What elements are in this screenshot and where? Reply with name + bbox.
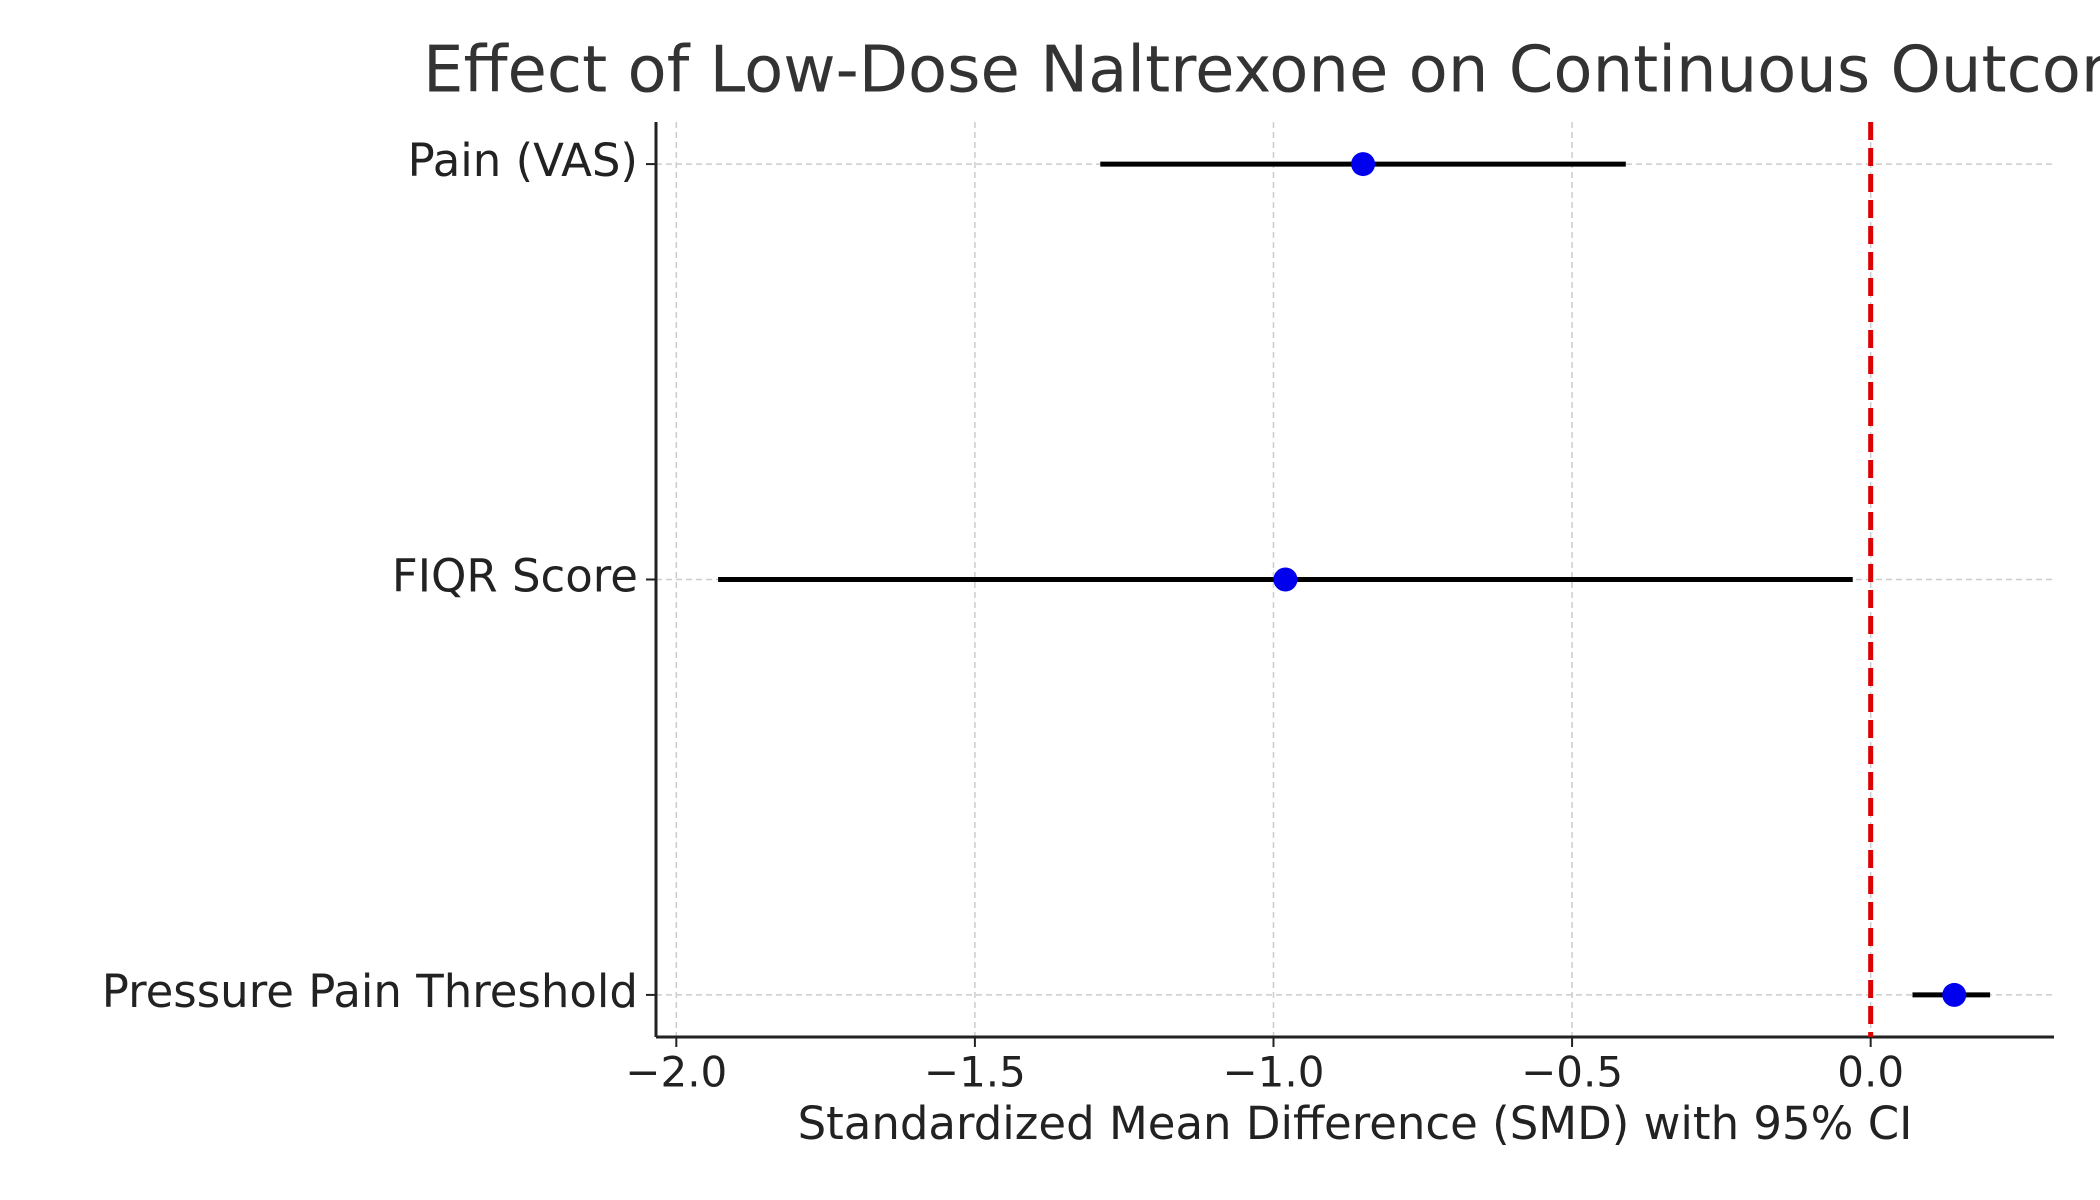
chart-title: Effect of Low-Dose Naltrexone on Continu… (423, 34, 2100, 108)
y-tick-label: FIQR Score (392, 550, 638, 603)
x-tick-label: 0.0 (1837, 1048, 1904, 1097)
x-axis-label: Standardized Mean Difference (SMD) with … (798, 1097, 1913, 1150)
point (1351, 152, 1376, 177)
x-tick-label: −2.0 (625, 1048, 727, 1097)
x-tick-label: −0.5 (1521, 1048, 1623, 1097)
y-tick-label: Pain (VAS) (408, 134, 638, 187)
x-tick-label: −1.0 (1222, 1048, 1324, 1097)
point (1942, 982, 1967, 1007)
point (1273, 567, 1298, 592)
x-tick-label: −1.5 (924, 1048, 1026, 1097)
y-tick-label: Pressure Pain Threshold (102, 965, 638, 1018)
